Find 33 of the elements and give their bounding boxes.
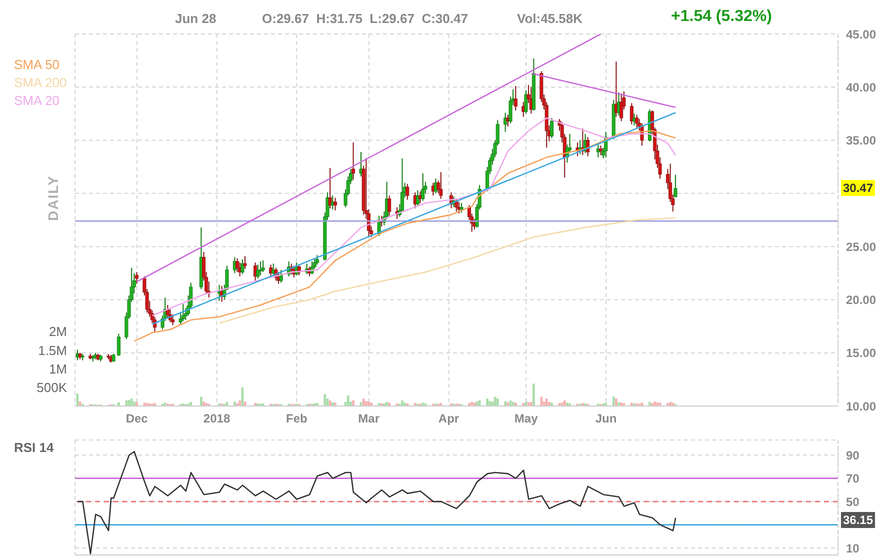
text: Vol:45.58K <box>517 11 583 26</box>
y-tick-label: 10.00 <box>846 399 876 414</box>
y-tick-label: 90 <box>846 448 860 462</box>
y-tick-label: 50 <box>846 494 860 509</box>
text: SMA 20 <box>14 92 61 110</box>
text: 36.15 <box>841 512 876 528</box>
y2-tick-label: 500K <box>36 380 68 396</box>
y-tick-label: 15.00 <box>846 346 876 360</box>
x-tick-label: Feb <box>286 412 308 426</box>
x-tick-label: May <box>514 412 538 426</box>
x-tick-label: 2018 <box>203 412 230 426</box>
y-tick-label: 25.00 <box>846 240 876 254</box>
x-tick-label: Apr <box>438 412 460 426</box>
text: SMA 200 <box>14 74 67 92</box>
y-tick-label: 70 <box>846 472 860 486</box>
x-tick-label: Jun <box>595 412 617 426</box>
y-tick-label: 20.00 <box>846 292 876 307</box>
text: DAILY <box>44 175 61 221</box>
y2-tick-label: 1M <box>48 361 67 376</box>
text: O:29.67 H:31.75 L:29.67 C:30.47 <box>262 11 468 26</box>
y-tick-label: 35.00 <box>846 134 876 148</box>
y-tick-label: 10 <box>846 541 860 556</box>
text: Jun 28 <box>175 11 216 26</box>
text: 30.47 <box>841 180 876 196</box>
x-tick-label: Dec <box>126 412 148 426</box>
y-tick-label: 40.00 <box>846 80 876 94</box>
y2-tick-label: 2M <box>48 324 67 340</box>
text: +1.54 (5.32%) <box>671 8 772 26</box>
x-tick-label: Mar <box>358 412 380 426</box>
y2-tick-label: 1.5M <box>38 342 67 358</box>
y-tick-label: 45.00 <box>846 27 876 42</box>
text: SMA 50 <box>14 56 61 74</box>
chart-title: RSI 14 <box>14 440 54 455</box>
